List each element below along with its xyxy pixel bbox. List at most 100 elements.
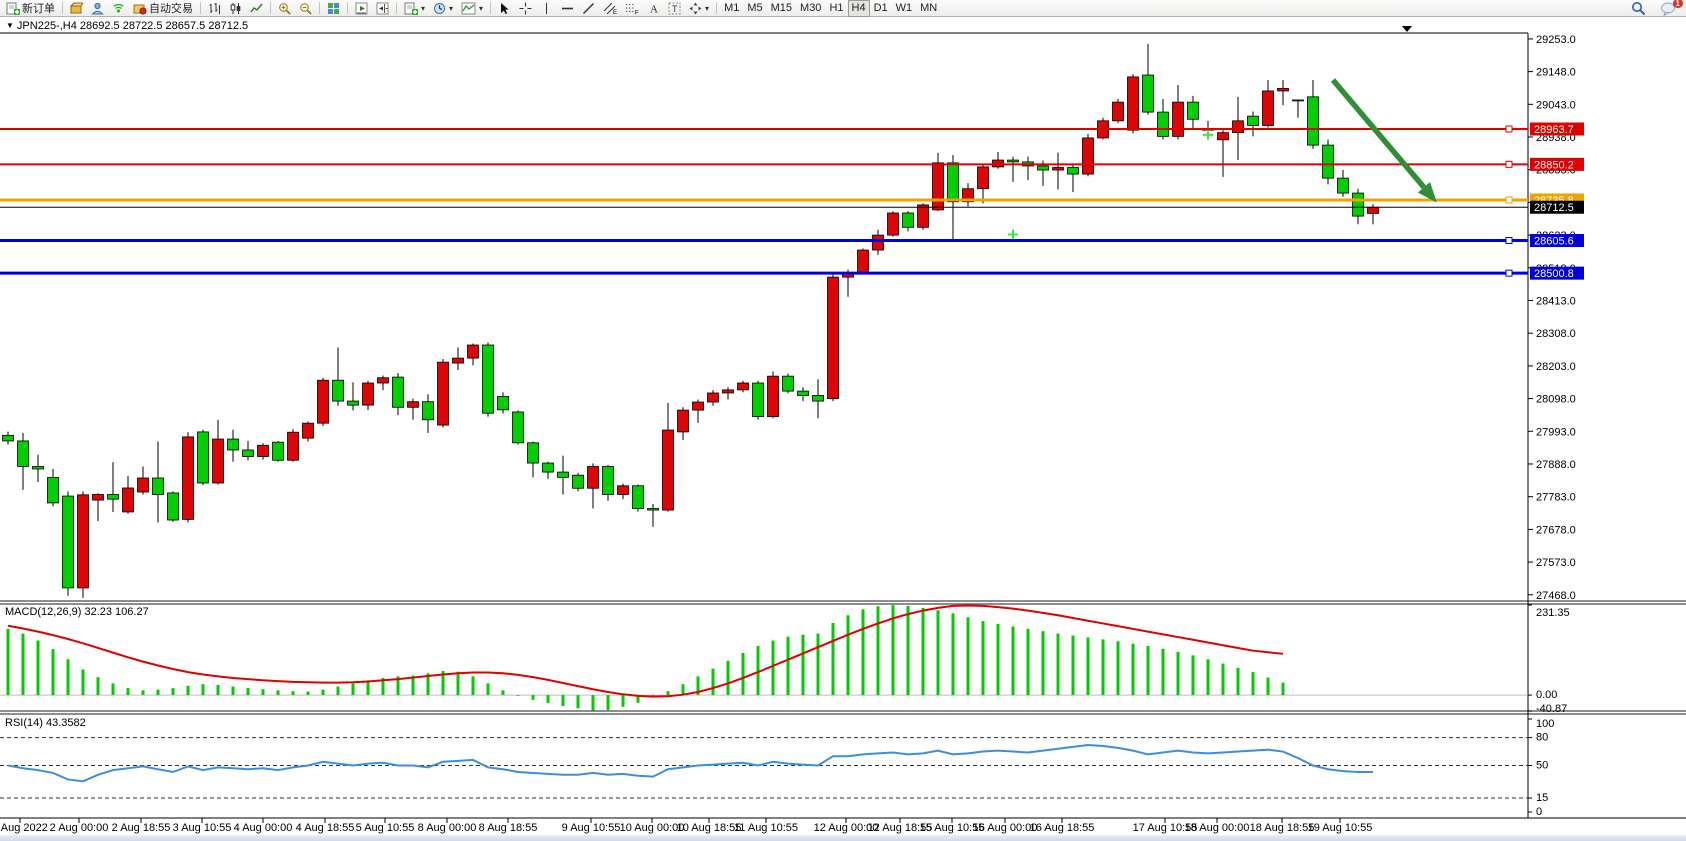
candlestick-mode-button[interactable] bbox=[225, 0, 246, 17]
timeframe-m15-button[interactable]: M15 bbox=[767, 0, 796, 17]
svg-text:0.00: 0.00 bbox=[1536, 689, 1557, 701]
candle-up bbox=[302, 422, 314, 439]
label-tool-icon: T bbox=[668, 2, 681, 14]
toolbar-separator bbox=[716, 2, 718, 14]
window-bottom-strip bbox=[0, 835, 1686, 841]
candle-down bbox=[632, 485, 644, 509]
cursor-tool-button[interactable] bbox=[494, 0, 515, 17]
zoom-in-button[interactable] bbox=[274, 0, 295, 17]
timeframe-m5-button-label: M5 bbox=[747, 2, 763, 14]
period-clock-button[interactable]: ▾ bbox=[429, 0, 457, 17]
horizontal-lines: 28963.728850.228735.828712.528605.628500… bbox=[0, 122, 1584, 280]
candles-series bbox=[2, 43, 1379, 598]
timeframe-h4-button-label: H4 bbox=[851, 2, 866, 14]
rsi-label: RSI(14) 43.3582 bbox=[5, 717, 86, 729]
zoom-out-icon bbox=[300, 2, 312, 15]
candle-up bbox=[857, 249, 869, 274]
timeframe-h1-button[interactable]: H1 bbox=[825, 0, 847, 17]
profiles-button[interactable] bbox=[87, 0, 108, 17]
market-watch-button[interactable] bbox=[66, 0, 87, 17]
arrow-shaft[interactable] bbox=[1330, 78, 1427, 190]
channel-tool-button[interactable]: E bbox=[599, 0, 621, 17]
candle-up bbox=[122, 487, 134, 513]
text-tool-button[interactable]: A bbox=[643, 0, 664, 17]
toolbar-separator bbox=[347, 2, 348, 14]
svg-text:27573.0: 27573.0 bbox=[1536, 557, 1576, 569]
timeframe-m5-button[interactable]: M5 bbox=[743, 0, 766, 17]
candle-up bbox=[1277, 88, 1289, 92]
svg-text:27468.0: 27468.0 bbox=[1536, 590, 1576, 602]
profiles-icon bbox=[91, 2, 104, 14]
timeframe-d1-button-label: D1 bbox=[873, 2, 888, 14]
bar-chart-mode-icon bbox=[209, 2, 220, 14]
notifications-button[interactable]: 1 bbox=[1656, 0, 1683, 17]
candle-up bbox=[1112, 101, 1124, 122]
arrow-head bbox=[1417, 182, 1437, 203]
candle-up bbox=[1232, 120, 1244, 134]
candle-up bbox=[212, 438, 224, 484]
trendline-tool-button[interactable] bbox=[578, 0, 599, 17]
macd-signal-line bbox=[7, 604, 1284, 698]
time-label: 16 Aug 00:00 bbox=[973, 822, 1038, 834]
tile-windows-button[interactable] bbox=[323, 0, 344, 17]
timeframe-mn-button[interactable]: MN bbox=[916, 0, 941, 17]
time-label: 11 Aug 10:55 bbox=[734, 822, 798, 834]
time-label: 17 Aug 10:55 bbox=[1133, 822, 1198, 834]
indicators-button[interactable]: ▾ bbox=[457, 0, 487, 17]
auto-scroll-button[interactable] bbox=[351, 0, 372, 17]
new-order-button[interactable]: 新订单 bbox=[2, 0, 59, 17]
line-handle bbox=[1505, 237, 1513, 245]
vertical-line-tool-button[interactable] bbox=[536, 0, 557, 17]
label-tool-button[interactable]: T bbox=[664, 0, 685, 17]
tile-windows-icon bbox=[328, 2, 339, 14]
candle-down bbox=[1307, 96, 1319, 146]
timeframe-h1-button-label: H1 bbox=[829, 2, 844, 14]
arrows-tool-button[interactable]: ▾ bbox=[685, 0, 713, 17]
toolbar-separator bbox=[270, 2, 271, 14]
collapse-indicator-icon[interactable]: ▼ bbox=[6, 21, 14, 30]
svg-text:A: A bbox=[650, 3, 658, 15]
timeframe-w1-button-label: W1 bbox=[895, 2, 913, 14]
macd-label: MACD(12,26,9) 32.23 106.27 bbox=[5, 606, 149, 618]
autotrading-button-label: 自动交易 bbox=[149, 3, 193, 15]
candle-up bbox=[767, 375, 779, 418]
bar-chart-mode-button[interactable] bbox=[204, 0, 225, 17]
candle-up bbox=[182, 436, 194, 520]
timeframe-d1-button[interactable]: D1 bbox=[870, 0, 892, 17]
candle-down bbox=[1067, 167, 1079, 175]
fibonacci-tool-button[interactable]: F bbox=[621, 0, 643, 17]
price-badge bbox=[1530, 234, 1584, 248]
svg-text:0: 0 bbox=[1536, 806, 1542, 818]
timeframe-m30-button[interactable]: M30 bbox=[796, 0, 825, 17]
zoom-out-button[interactable] bbox=[295, 0, 316, 17]
autotrading-button[interactable]: 自动交易 bbox=[129, 0, 197, 17]
text-tool-icon: A bbox=[650, 3, 658, 15]
chart-shift-marker[interactable] bbox=[1402, 26, 1412, 32]
line-chart-mode-button[interactable] bbox=[246, 0, 267, 17]
macd-pane: 231.35 0.00 -40.87 bbox=[0, 604, 1570, 715]
candle-up bbox=[617, 485, 629, 495]
chart-shift-button[interactable] bbox=[372, 0, 393, 17]
candle-up bbox=[1262, 90, 1274, 126]
candle-up bbox=[1367, 206, 1379, 214]
timeframe-w1-button[interactable]: W1 bbox=[892, 0, 917, 17]
signals-button[interactable] bbox=[108, 0, 129, 17]
candle-down bbox=[1187, 101, 1199, 120]
candle-up bbox=[377, 377, 389, 384]
candle-up bbox=[467, 344, 479, 359]
time-label: 3 Aug 10:55 bbox=[173, 822, 232, 834]
fibonacci-tool-icon: F bbox=[626, 3, 639, 15]
timeframe-m1-button[interactable]: M1 bbox=[720, 0, 743, 17]
new-order-dropdown-button[interactable]: ▾ bbox=[400, 0, 429, 17]
crosshair-tool-button[interactable] bbox=[515, 0, 536, 17]
candle-down bbox=[17, 440, 29, 467]
svg-text:-40.87: -40.87 bbox=[1536, 703, 1567, 715]
timeframe-h4-button[interactable]: H4 bbox=[847, 0, 870, 17]
svg-text:28963.7: 28963.7 bbox=[1534, 124, 1574, 136]
search-button[interactable] bbox=[1627, 0, 1650, 17]
time-label: 19 Aug 10:55 bbox=[1308, 822, 1373, 834]
candle-down bbox=[197, 431, 209, 484]
horizontal-line-tool-button[interactable] bbox=[557, 0, 578, 17]
